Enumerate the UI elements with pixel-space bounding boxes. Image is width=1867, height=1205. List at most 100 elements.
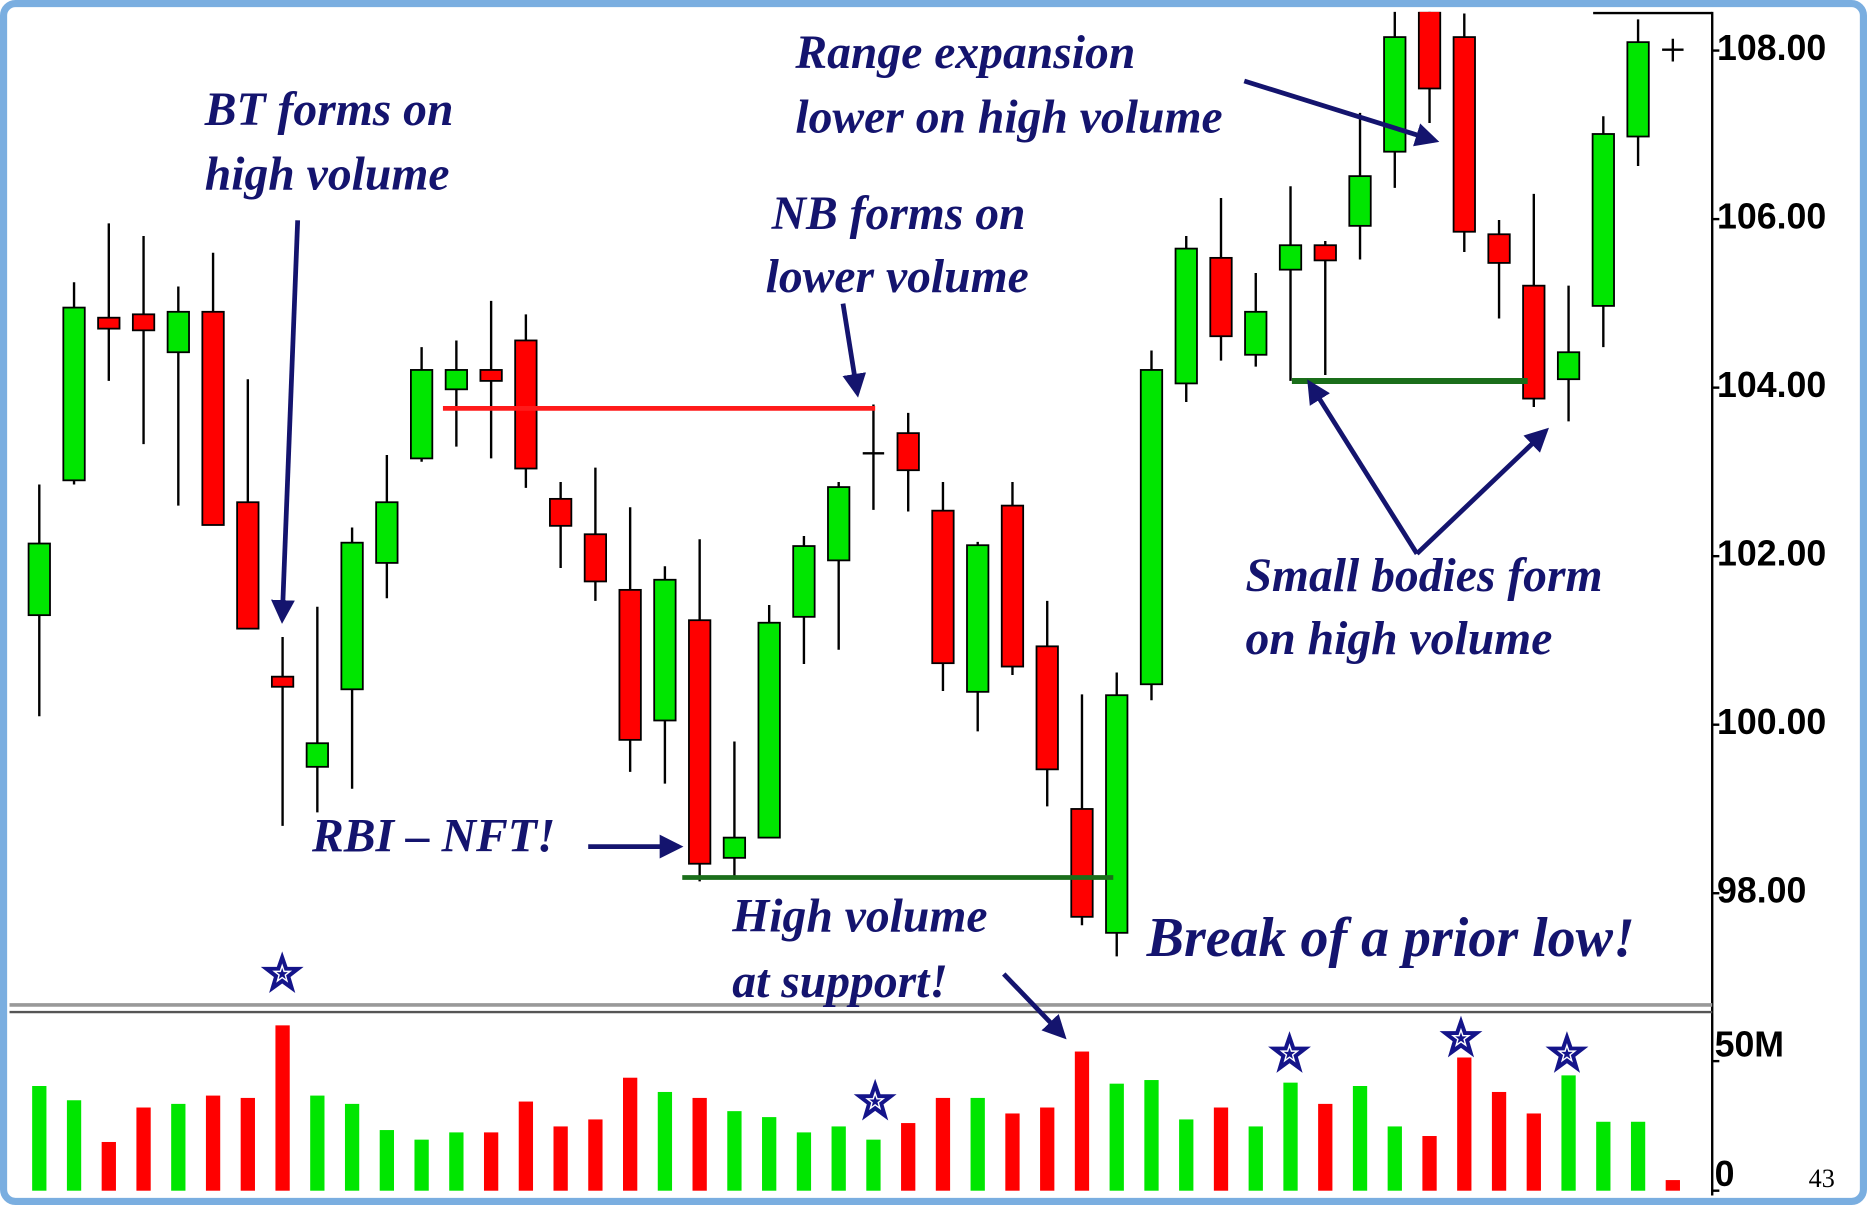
volume-bar xyxy=(1491,1091,1507,1191)
candle-body xyxy=(1278,244,1303,271)
arrow xyxy=(271,220,301,624)
volume-bar xyxy=(379,1130,394,1191)
y-tick-label: 108.00 xyxy=(1717,28,1826,68)
candle-body xyxy=(757,621,781,839)
candle-body xyxy=(966,544,990,693)
volume-bar xyxy=(1457,1057,1472,1191)
volume-bar xyxy=(588,1119,603,1191)
volume-bar xyxy=(1422,1136,1437,1191)
volume-bar xyxy=(970,1097,985,1191)
volume-bar xyxy=(1596,1121,1611,1191)
y2-tick-label: 50M xyxy=(1715,1024,1784,1064)
volume-bar xyxy=(171,1103,186,1191)
arrow xyxy=(840,303,867,398)
annotation: Break of a prior low! xyxy=(1146,907,1635,969)
volume-bar xyxy=(1526,1113,1541,1191)
y-tick-label: 106.00 xyxy=(1717,197,1826,237)
volume-bar xyxy=(1179,1119,1194,1191)
candle-body xyxy=(792,545,816,618)
annotation: BT forms on xyxy=(204,84,454,136)
volume-bar xyxy=(32,1086,47,1191)
volume-bar xyxy=(66,1100,82,1191)
arrows xyxy=(271,78,1549,1040)
volume-bar xyxy=(101,1141,116,1191)
volume-bar xyxy=(1665,1180,1680,1191)
candle-body xyxy=(688,619,712,865)
volume-bar xyxy=(1352,1086,1368,1191)
candle-body xyxy=(1417,11,1442,90)
y-tick-label: 98.00 xyxy=(1717,871,1806,911)
candle-body xyxy=(1139,369,1164,686)
candle-body xyxy=(827,486,851,562)
annotation: RBI – NFT! xyxy=(311,811,555,863)
candle-body xyxy=(1035,645,1059,771)
volume-bar xyxy=(1144,1080,1159,1191)
volume-bar xyxy=(796,1132,812,1191)
candle-body xyxy=(410,369,434,460)
candle-body xyxy=(1591,133,1615,307)
candle-body xyxy=(201,310,225,526)
candle-body xyxy=(1452,36,1476,233)
candle-body xyxy=(1383,36,1407,153)
volume-bar xyxy=(275,1025,290,1191)
candle-body xyxy=(549,497,573,527)
volume-bar xyxy=(1561,1075,1576,1191)
y2-tick-label: 0 xyxy=(1715,1154,1735,1194)
candle-body xyxy=(1348,175,1372,227)
arrow xyxy=(1243,78,1440,147)
candle-body xyxy=(1105,694,1129,934)
volume-bar xyxy=(1318,1103,1333,1191)
volume-bar xyxy=(1074,1051,1090,1191)
volume-bar xyxy=(657,1091,673,1191)
candle-body xyxy=(1487,233,1511,264)
candle-body xyxy=(166,310,190,354)
y-tick-label: 104.00 xyxy=(1717,365,1826,405)
candle-body xyxy=(479,369,503,382)
candle-body xyxy=(27,542,51,617)
volume-panel xyxy=(32,1025,1680,1191)
candle-body xyxy=(236,501,260,630)
annotation: Range expansion xyxy=(794,27,1135,79)
volume-bar xyxy=(1248,1126,1263,1191)
volume-bar xyxy=(344,1103,360,1191)
page-number: 43 xyxy=(1809,1164,1835,1193)
volume-bar xyxy=(414,1139,429,1191)
candle-body xyxy=(340,541,364,691)
volume-bar xyxy=(692,1097,707,1191)
annotation: NB forms on xyxy=(771,188,1026,240)
annotation: lower volume xyxy=(766,251,1029,303)
candle-body xyxy=(1000,504,1025,668)
candle-body xyxy=(1313,244,1337,262)
volume-bar xyxy=(449,1132,464,1191)
volume-bar xyxy=(935,1097,951,1191)
volume-bar xyxy=(1213,1107,1229,1191)
candle-body xyxy=(618,588,642,741)
candle-body xyxy=(444,369,468,391)
candle-body xyxy=(305,742,329,768)
annotation: high volume xyxy=(205,149,450,201)
volume-bar xyxy=(205,1095,221,1191)
candle-body xyxy=(931,509,955,665)
annotation: on high volume xyxy=(1245,613,1552,665)
annotation: High volume xyxy=(731,890,987,942)
candle-body xyxy=(653,578,677,722)
volume-bar xyxy=(623,1077,638,1191)
volume-bar xyxy=(240,1097,255,1191)
volume-bar xyxy=(901,1123,916,1191)
candle-body xyxy=(583,533,608,583)
candle-body xyxy=(514,339,538,470)
volume-bar xyxy=(483,1132,499,1191)
candle-body xyxy=(1522,284,1546,400)
volume-bar xyxy=(136,1107,151,1191)
annotation: lower on high volume xyxy=(795,91,1222,143)
volume-bar xyxy=(831,1126,846,1191)
arrow xyxy=(1415,427,1549,556)
candle-body xyxy=(62,306,86,482)
volume-bar xyxy=(1283,1082,1298,1191)
candle-body xyxy=(131,313,156,332)
candle-body xyxy=(1626,41,1650,138)
volume-bar xyxy=(1005,1113,1020,1191)
volume-bar xyxy=(310,1095,325,1191)
